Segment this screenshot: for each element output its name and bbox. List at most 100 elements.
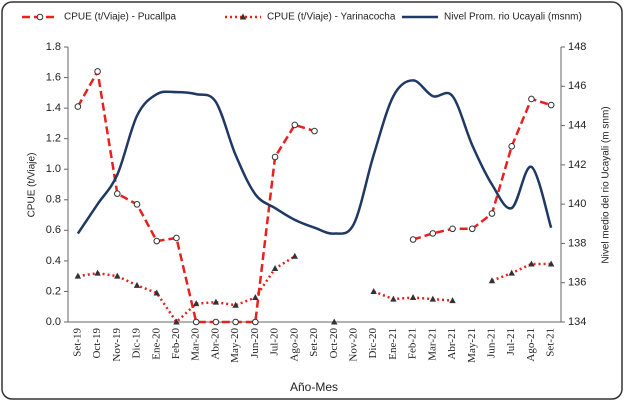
x-tick-label: Jun-20 <box>249 328 261 358</box>
x-tick-label: May-21 <box>466 328 478 363</box>
point <box>429 230 437 237</box>
y-tick-label: 0.2 <box>46 285 61 297</box>
point <box>508 269 515 276</box>
point <box>528 95 535 103</box>
point <box>192 318 200 326</box>
x-tick-label: Mar-20 <box>190 328 202 361</box>
legend-label: CPUE (t/Viaje) - Yarinacocha <box>267 12 396 23</box>
series-line <box>412 97 552 241</box>
point <box>252 294 259 301</box>
x-axis-label: Año-Mes <box>290 380 338 394</box>
y2-axis-label: Nivel medio del rio Ucayali (m snm) <box>601 106 612 263</box>
point <box>409 236 417 243</box>
point <box>508 143 516 150</box>
point <box>449 225 456 233</box>
x-tick-label: Jun-21 <box>486 328 498 358</box>
point <box>114 272 121 279</box>
point <box>74 103 82 110</box>
point <box>370 287 377 294</box>
point <box>94 68 101 75</box>
x-tick-label: May-20 <box>229 328 241 363</box>
point <box>311 127 318 135</box>
y2-tick-label: 142 <box>568 159 586 171</box>
point <box>528 260 535 267</box>
x-tick-label: Set-20 <box>308 328 320 357</box>
point <box>133 281 141 288</box>
x-tick-label: Feb-21 <box>407 328 419 359</box>
x-tick-label: Ago-20 <box>288 328 300 362</box>
x-tick-label: Abr-21 <box>446 328 458 360</box>
point <box>488 210 496 217</box>
y-tick-label: 1.4 <box>46 102 61 114</box>
x-tick-label: Mar-21 <box>426 328 438 361</box>
point <box>232 301 239 308</box>
x-tick-label: Oct-19 <box>91 328 103 359</box>
point <box>74 272 82 279</box>
x-tick-label: Set-19 <box>71 328 83 357</box>
point <box>390 295 397 302</box>
legend-label: Nivel Prom. rio Ucayali (msnm) <box>444 12 582 23</box>
point <box>36 13 44 21</box>
y-tick-label: 0.6 <box>46 224 61 236</box>
x-tick-label: Abr-20 <box>209 328 221 360</box>
point <box>94 269 101 276</box>
point <box>429 295 437 302</box>
point <box>291 121 299 129</box>
point <box>271 265 279 272</box>
y2-tick-label: 146 <box>568 80 586 92</box>
x-tick-label: Ago-21 <box>525 328 537 362</box>
y2-tick-label: 144 <box>568 119 586 131</box>
x-tick-label: Dic-19 <box>131 328 143 359</box>
point <box>468 225 476 233</box>
point <box>212 298 220 305</box>
point <box>173 234 180 242</box>
point <box>291 252 298 259</box>
point <box>239 13 247 20</box>
point <box>153 289 160 296</box>
y-tick-label: 1.8 <box>46 41 61 53</box>
x-tick-label: Ene-20 <box>150 328 162 360</box>
x-tick-label: Oct-20 <box>328 328 340 359</box>
point <box>331 318 338 325</box>
x-tick-label: Jul-20 <box>269 328 281 356</box>
point <box>271 153 279 161</box>
x-tick-label: Dic-20 <box>367 328 379 359</box>
legend-label: CPUE (t/Viaje) - Pucallpa <box>64 12 177 23</box>
point <box>133 201 141 208</box>
y2-tick-label: 136 <box>568 277 586 289</box>
point <box>173 318 180 325</box>
point <box>232 318 239 326</box>
y-tick-label: 0.0 <box>46 316 61 328</box>
y2-tick-label: 134 <box>568 316 586 328</box>
point <box>153 237 161 245</box>
y-tick-label: 1.2 <box>46 133 61 145</box>
point <box>409 294 417 301</box>
point <box>114 190 121 197</box>
point <box>192 300 200 307</box>
y-tick-label: 1.6 <box>46 71 61 83</box>
x-tick-label: Ene-21 <box>387 328 399 360</box>
series-line <box>76 79 553 235</box>
x-tick-label: Nov-19 <box>111 328 123 362</box>
y-axis-label: CPUE (t/Viaje) <box>27 153 38 218</box>
x-tick-label: Feb-20 <box>170 328 182 360</box>
x-tick-label: Set-21 <box>545 328 557 357</box>
point <box>547 260 555 267</box>
point <box>449 297 456 304</box>
point <box>212 318 220 326</box>
point <box>488 277 496 284</box>
point <box>547 101 555 109</box>
y-tick-label: 1.0 <box>46 163 61 175</box>
y2-tick-label: 148 <box>568 41 586 53</box>
x-tick-label: Nov-20 <box>347 328 359 362</box>
x-tick-label: Jul-21 <box>505 328 517 356</box>
series-line <box>77 255 296 324</box>
y2-tick-label: 140 <box>568 198 586 210</box>
series-line <box>491 262 552 282</box>
y-tick-label: 0.4 <box>46 255 61 267</box>
y2-tick-label: 138 <box>568 237 586 249</box>
point <box>252 318 259 326</box>
y-tick-label: 0.8 <box>46 194 61 206</box>
